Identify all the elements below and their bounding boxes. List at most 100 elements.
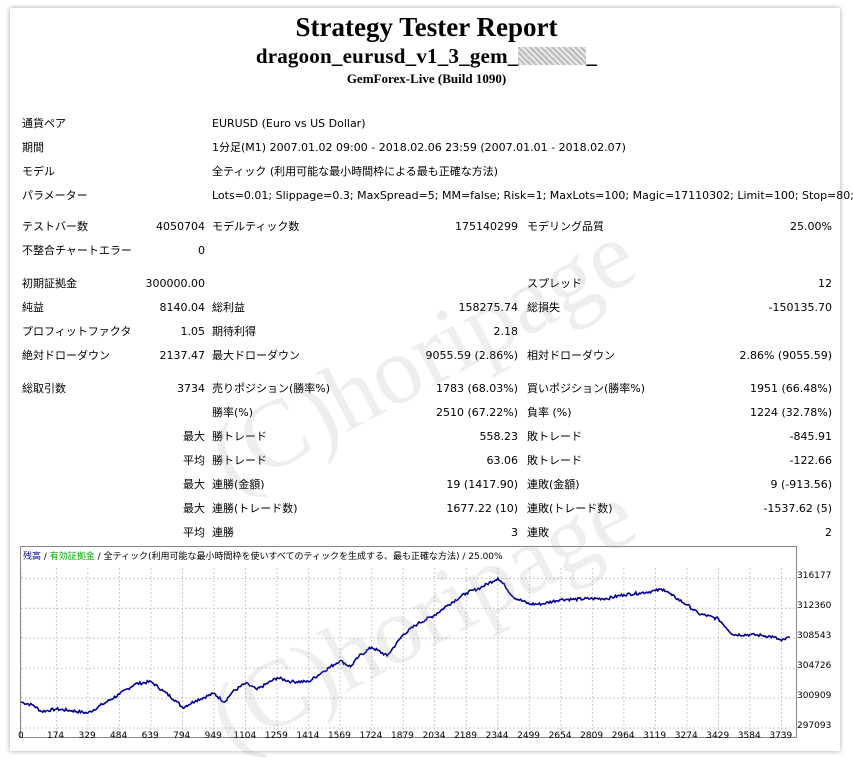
period-value: 1分足(M1) 2007.01.02 09:00 - 2018.02.06 23…	[212, 141, 626, 154]
avg-win-label: 勝トレード	[212, 454, 267, 467]
ticks-label: モデルティック数	[212, 220, 300, 233]
gross-profit-label: 総利益	[212, 301, 245, 314]
abs-drawdown-label: 絶対ドローダウン	[22, 349, 110, 362]
expected-payoff-label: 期待利得	[212, 325, 256, 338]
y-tick-label: 297093	[797, 721, 832, 731]
x-tick-label: 639	[141, 731, 159, 741]
gross-loss-label: 総損失	[527, 301, 560, 314]
y-tick-label: 308543	[797, 631, 832, 642]
y-tick-label: 312360	[797, 601, 832, 612]
x-tick-label: 1259	[264, 731, 288, 741]
y-tick-label: 316177	[797, 571, 832, 582]
x-tick-label: 1569	[327, 731, 351, 741]
bars-label: テストバー数	[22, 220, 88, 233]
cons-profit-value: 1677.22 (10)	[446, 502, 518, 515]
params-label: パラメーター	[22, 189, 88, 202]
legend-balance: 残高	[23, 552, 42, 562]
legend-separator-2: /	[94, 552, 104, 562]
cons-wins-value: 19 (1417.90)	[446, 478, 518, 491]
mismatch-value: 0	[198, 244, 205, 257]
net-profit-label: 純益	[22, 301, 44, 314]
x-tick-label: 3739	[769, 731, 793, 741]
spread-label: スプレッド	[527, 277, 582, 290]
x-tick-label: 2964	[611, 731, 635, 741]
cons-profit-label: 連勝(トレード数)	[212, 502, 298, 515]
gross-loss-value: -150135.70	[768, 301, 832, 314]
x-tick-label: 1724	[359, 731, 383, 741]
x-tick-label: 2809	[580, 731, 604, 741]
abs-drawdown-value: 2137.47	[159, 349, 206, 362]
ea-name-suffix: _	[586, 44, 598, 68]
x-tick-label: 2344	[485, 731, 509, 741]
x-tick-label: 329	[78, 731, 96, 741]
total-trades-value: 3734	[177, 382, 205, 395]
y-tick-label: 304726	[797, 661, 832, 672]
long-positions-value: 1951 (66.48%)	[749, 382, 832, 395]
x-tick-label: 3274	[674, 731, 698, 741]
avg-cons-loss-value: 2	[825, 526, 832, 539]
bars-value: 4050704	[156, 220, 205, 233]
x-tick-label: 3584	[737, 731, 761, 741]
avg-consecutive-prefix: 平均	[183, 526, 205, 539]
legend-model: 全ティック(利用可能な最小時間枠を使いすべてのティックを生成する、最も正確な方法…	[103, 552, 503, 562]
max-consecutive-count-prefix: 最大	[183, 502, 205, 515]
cons-losses-label: 連敗(金額)	[527, 478, 580, 491]
cons-loss-value: -1537.62 (5)	[763, 502, 832, 515]
x-tick-label: 2499	[517, 731, 541, 741]
short-positions-value: 1783 (68.03%)	[435, 382, 518, 395]
deposit-value: 300000.00	[145, 277, 206, 290]
average-prefix: 平均	[183, 454, 205, 467]
balance-chart-svg	[21, 568, 796, 737]
max-consecutive-prefix: 最大	[183, 478, 205, 491]
legend-equity: 有効証拠金	[49, 552, 95, 562]
rel-drawdown-label: 相対ドローダウン	[527, 349, 615, 362]
net-profit-value: 8140.04	[159, 301, 206, 314]
avg-cons-loss-label: 連敗	[527, 526, 549, 539]
x-tick-label: 1879	[391, 731, 414, 741]
balance-series-line	[21, 576, 790, 715]
avg-loss-label: 敗トレード	[527, 454, 582, 467]
mismatch-label: 不整合チャートエラー	[22, 244, 132, 257]
total-trades-label: 総取引数	[22, 382, 66, 395]
x-tick-label: 1414	[296, 731, 320, 741]
ea-name: dragoon_eurusd_v1_3_gem_ _	[0, 44, 853, 69]
profit-factor-value: 1.05	[180, 325, 206, 338]
symbol-label: 通貨ペア	[22, 117, 66, 130]
largest-win-label: 勝トレード	[212, 430, 267, 443]
redacted-block	[518, 47, 587, 65]
largest-loss-value: -845.91	[789, 430, 832, 443]
x-tick-label: 1104	[233, 731, 257, 741]
ticks-value: 175140299	[455, 220, 518, 233]
params-value: Lots=0.01; Slippage=0.3; MaxSpread=5; MM…	[212, 189, 853, 202]
expected-payoff-value: 2.18	[493, 325, 519, 338]
rel-drawdown-value: 2.86% (9055.59)	[739, 349, 832, 362]
avg-cons-win-value: 3	[511, 526, 518, 539]
loss-rate-label: 負率 (%)	[527, 406, 572, 419]
x-tick-label: 0	[18, 731, 24, 741]
long-positions-label: 買いポジション(勝率%)	[527, 382, 646, 395]
legend-separator: /	[41, 552, 50, 562]
x-tick-label: 949	[204, 731, 222, 741]
x-tick-label: 2654	[548, 731, 572, 741]
largest-win-value: 558.23	[479, 430, 519, 443]
max-drawdown-value: 9055.59 (2.86%)	[425, 349, 518, 362]
x-tick-label: 484	[110, 731, 128, 741]
cons-loss-label: 連敗(トレード数)	[527, 502, 613, 515]
avg-loss-value: -122.66	[789, 454, 832, 467]
quality-label: モデリング品質	[527, 220, 604, 233]
gross-profit-value: 158275.74	[458, 301, 519, 314]
ea-name-text: dragoon_eurusd_v1_3_gem_	[255, 44, 519, 68]
win-rate-value: 2510 (67.22%)	[435, 406, 518, 419]
balance-chart: 残高 / 有効証拠金 / 全ティック(利用可能な最小時間枠を使いすべてのティック…	[20, 546, 797, 738]
x-tick-label: 174	[46, 731, 65, 741]
chart-legend: 残高 / 有効証拠金 / 全ティック(利用可能な最小時間枠を使いすべてのティック…	[23, 549, 503, 562]
report-title: Strategy Tester Report	[295, 12, 558, 42]
model-label: モデル	[22, 165, 55, 178]
max-drawdown-label: 最大ドローダウン	[212, 349, 300, 362]
x-tick-label: 3119	[643, 731, 667, 741]
cons-losses-value: 9 (-913.56)	[770, 478, 832, 491]
deposit-label: 初期証拠金	[22, 277, 77, 290]
period-label: 期間	[22, 141, 44, 154]
loss-rate-value: 1224 (32.78%)	[749, 406, 832, 419]
largest-prefix: 最大	[183, 430, 205, 443]
